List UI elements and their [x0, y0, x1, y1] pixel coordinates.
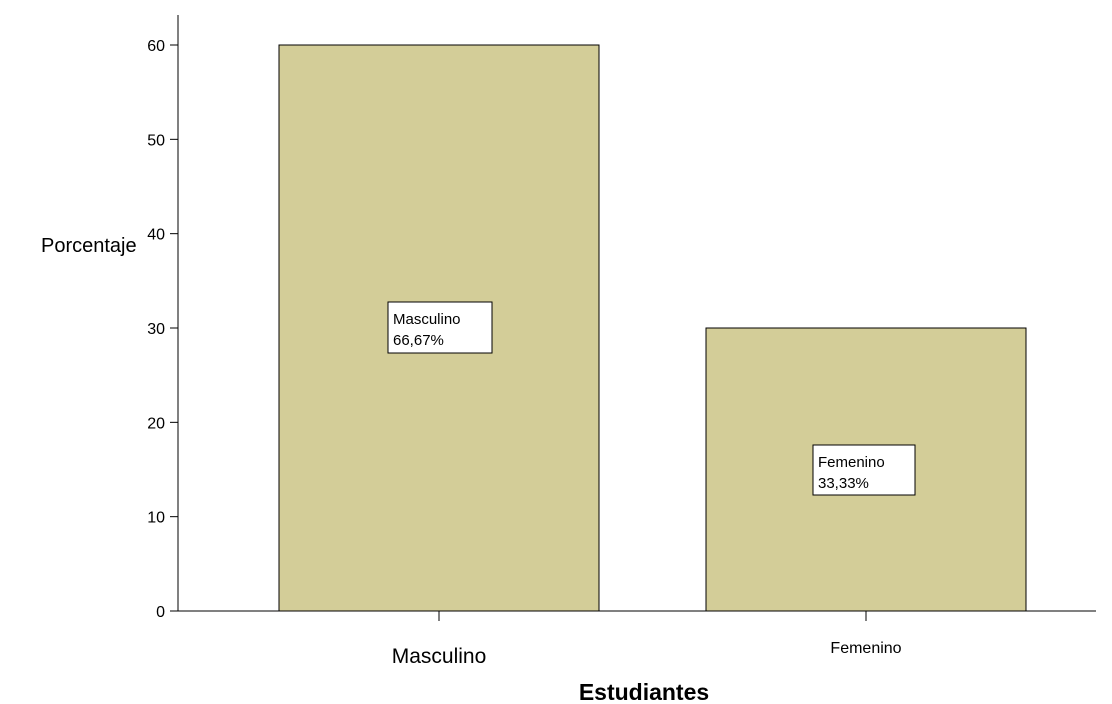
data-labels: Masculino 66,67% Femenino 33,33% [387, 301, 916, 496]
data-label-masculino: Masculino 66,67% [387, 301, 493, 354]
y-axis: 0 10 20 30 40 50 60 [147, 15, 179, 621]
y-tick-label: 40 [147, 227, 165, 244]
y-tick-label: 10 [147, 510, 165, 527]
y-tick-label: 0 [156, 604, 165, 621]
x-tick-label: Masculino [392, 645, 487, 668]
y-tick-label: 50 [147, 132, 165, 149]
data-label-percent: 33,33% [818, 475, 869, 492]
data-label-percent: 66,67% [393, 332, 444, 349]
x-axis: Masculino Femenino [178, 610, 1096, 668]
data-label-category: Femenino [818, 454, 885, 471]
y-tick-label: 20 [147, 415, 165, 432]
y-tick-label: 30 [147, 321, 165, 338]
data-label-femenino: Femenino 33,33% [812, 444, 916, 496]
y-tick-label: 60 [147, 38, 165, 55]
data-label-category: Masculino [393, 311, 461, 328]
y-axis-title: Porcentaje [41, 235, 137, 257]
data-label-box [812, 444, 916, 496]
x-tick-label: Femenino [830, 640, 901, 657]
data-label-box [387, 301, 493, 354]
x-axis-title: Estudiantes [579, 679, 709, 704]
